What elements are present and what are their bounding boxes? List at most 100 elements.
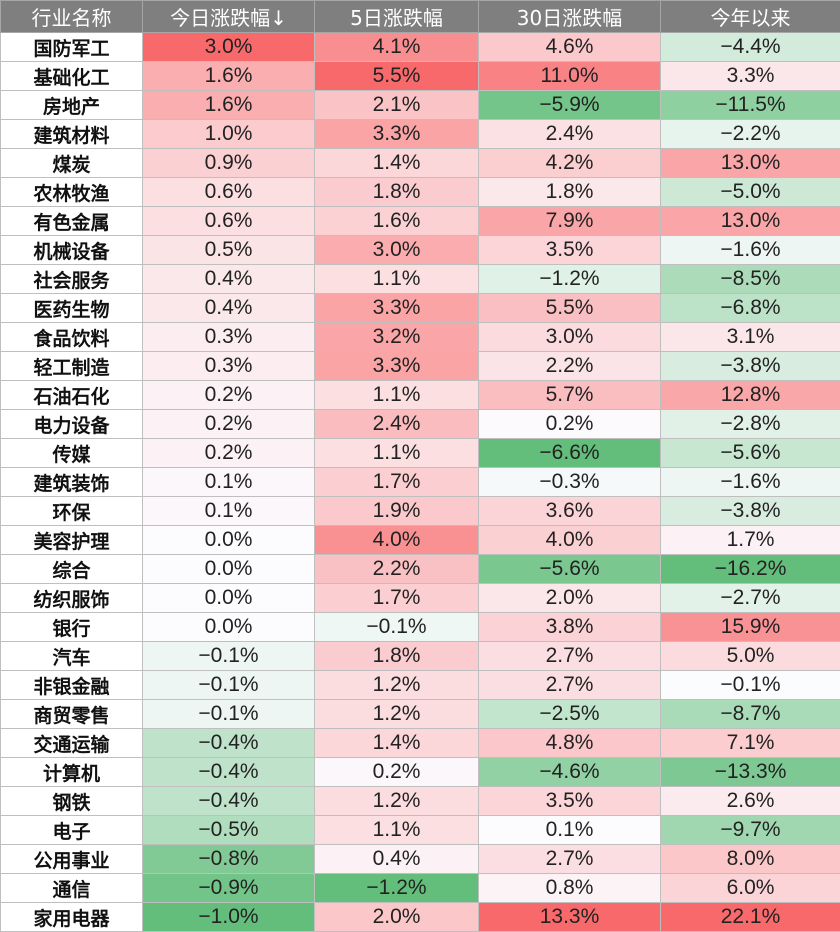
header-ytd-change[interactable]: 今年以来 bbox=[661, 1, 840, 33]
ytd-change-cell: 13.0% bbox=[661, 149, 840, 178]
industry-name-cell: 国防军工 bbox=[1, 33, 143, 62]
header-industry[interactable]: 行业名称 bbox=[1, 1, 143, 33]
five-day-change-cell: 4.0% bbox=[315, 526, 479, 555]
ytd-change-cell: −1.6% bbox=[661, 468, 840, 497]
five-day-change-cell: 1.2% bbox=[315, 671, 479, 700]
header-daily-change[interactable]: 今日涨跌幅↓ bbox=[143, 1, 315, 33]
industry-name-cell: 公用事业 bbox=[1, 845, 143, 874]
five-day-change-cell: 1.8% bbox=[315, 642, 479, 671]
thirty-day-change-cell: 5.5% bbox=[479, 294, 661, 323]
daily-change-cell: 1.0% bbox=[143, 120, 315, 149]
thirty-day-change-cell: 3.6% bbox=[479, 497, 661, 526]
five-day-change-cell: 1.7% bbox=[315, 468, 479, 497]
ytd-change-cell: −8.7% bbox=[661, 700, 840, 729]
table-header: 行业名称 今日涨跌幅↓ 5日涨跌幅 30日涨跌幅 今年以来 bbox=[1, 1, 840, 33]
ytd-change-cell: −2.7% bbox=[661, 584, 840, 613]
industry-name-cell: 钢铁 bbox=[1, 787, 143, 816]
industry-name-cell: 纺织服饰 bbox=[1, 584, 143, 613]
five-day-change-cell: 1.2% bbox=[315, 700, 479, 729]
five-day-change-cell: 1.4% bbox=[315, 729, 479, 758]
five-day-change-cell: 1.7% bbox=[315, 584, 479, 613]
thirty-day-change-cell: 11.0% bbox=[479, 62, 661, 91]
five-day-change-cell: 1.2% bbox=[315, 787, 479, 816]
five-day-change-cell: 2.4% bbox=[315, 410, 479, 439]
daily-change-cell: 0.3% bbox=[143, 352, 315, 381]
daily-change-cell: 1.6% bbox=[143, 91, 315, 120]
daily-change-cell: 3.0% bbox=[143, 33, 315, 62]
ytd-change-cell: −5.6% bbox=[661, 439, 840, 468]
industry-name-cell: 传媒 bbox=[1, 439, 143, 468]
five-day-change-cell: −0.1% bbox=[315, 613, 479, 642]
industry-name-cell: 轻工制造 bbox=[1, 352, 143, 381]
thirty-day-change-cell: −5.9% bbox=[479, 91, 661, 120]
industry-name-cell: 综合 bbox=[1, 555, 143, 584]
thirty-day-change-cell: 2.0% bbox=[479, 584, 661, 613]
industry-name-cell: 交通运输 bbox=[1, 729, 143, 758]
five-day-change-cell: 3.3% bbox=[315, 120, 479, 149]
header-30day-change[interactable]: 30日涨跌幅 bbox=[479, 1, 661, 33]
daily-change-cell: 1.6% bbox=[143, 62, 315, 91]
industry-name-cell: 银行 bbox=[1, 613, 143, 642]
industry-name-cell: 非银金融 bbox=[1, 671, 143, 700]
industry-name-cell: 石油石化 bbox=[1, 381, 143, 410]
thirty-day-change-cell: 3.5% bbox=[479, 236, 661, 265]
five-day-change-cell: 3.3% bbox=[315, 352, 479, 381]
ytd-change-cell: −13.3% bbox=[661, 758, 840, 787]
ytd-change-cell: 12.8% bbox=[661, 381, 840, 410]
ytd-change-cell: 22.1% bbox=[661, 903, 840, 932]
daily-change-cell: −0.1% bbox=[143, 671, 315, 700]
daily-change-cell: −0.1% bbox=[143, 642, 315, 671]
thirty-day-change-cell: −4.6% bbox=[479, 758, 661, 787]
thirty-day-change-cell: −0.3% bbox=[479, 468, 661, 497]
ytd-change-cell: −16.2% bbox=[661, 555, 840, 584]
thirty-day-change-cell: 4.0% bbox=[479, 526, 661, 555]
five-day-change-cell: 2.2% bbox=[315, 555, 479, 584]
industry-name-cell: 建筑装饰 bbox=[1, 468, 143, 497]
daily-change-cell: −0.4% bbox=[143, 758, 315, 787]
five-day-change-cell: 1.1% bbox=[315, 265, 479, 294]
daily-change-cell: 0.6% bbox=[143, 207, 315, 236]
industry-name-cell: 电力设备 bbox=[1, 410, 143, 439]
daily-change-cell: 0.2% bbox=[143, 410, 315, 439]
daily-change-cell: 0.5% bbox=[143, 236, 315, 265]
ytd-change-cell: 5.0% bbox=[661, 642, 840, 671]
industry-name-cell: 食品饮料 bbox=[1, 323, 143, 352]
header-5day-change[interactable]: 5日涨跌幅 bbox=[315, 1, 479, 33]
daily-change-cell: 0.0% bbox=[143, 613, 315, 642]
daily-change-cell: −1.0% bbox=[143, 903, 315, 932]
thirty-day-change-cell: 3.5% bbox=[479, 787, 661, 816]
five-day-change-cell: 2.1% bbox=[315, 91, 479, 120]
ytd-change-cell: 1.7% bbox=[661, 526, 840, 555]
industry-name-cell: 家用电器 bbox=[1, 903, 143, 932]
ytd-change-cell: −2.8% bbox=[661, 410, 840, 439]
daily-change-cell: 0.2% bbox=[143, 439, 315, 468]
thirty-day-change-cell: 13.3% bbox=[479, 903, 661, 932]
five-day-change-cell: 1.8% bbox=[315, 178, 479, 207]
industry-name-cell: 有色金属 bbox=[1, 207, 143, 236]
five-day-change-cell: 1.4% bbox=[315, 149, 479, 178]
industry-name-cell: 环保 bbox=[1, 497, 143, 526]
five-day-change-cell: 2.0% bbox=[315, 903, 479, 932]
five-day-change-cell: 1.1% bbox=[315, 816, 479, 845]
industry-name-cell: 机械设备 bbox=[1, 236, 143, 265]
thirty-day-change-cell: −2.5% bbox=[479, 700, 661, 729]
ytd-change-cell: −6.8% bbox=[661, 294, 840, 323]
thirty-day-change-cell: −5.6% bbox=[479, 555, 661, 584]
industry-name-cell: 电子 bbox=[1, 816, 143, 845]
daily-change-cell: 0.3% bbox=[143, 323, 315, 352]
daily-change-cell: 0.2% bbox=[143, 381, 315, 410]
daily-change-cell: 0.1% bbox=[143, 468, 315, 497]
table-row: 汽车−0.1%1.8%2.7%5.0% bbox=[1, 642, 840, 671]
header-row: 行业名称 今日涨跌幅↓ 5日涨跌幅 30日涨跌幅 今年以来 bbox=[1, 1, 840, 33]
thirty-day-change-cell: 3.8% bbox=[479, 613, 661, 642]
five-day-change-cell: 0.4% bbox=[315, 845, 479, 874]
five-day-change-cell: 1.9% bbox=[315, 497, 479, 526]
